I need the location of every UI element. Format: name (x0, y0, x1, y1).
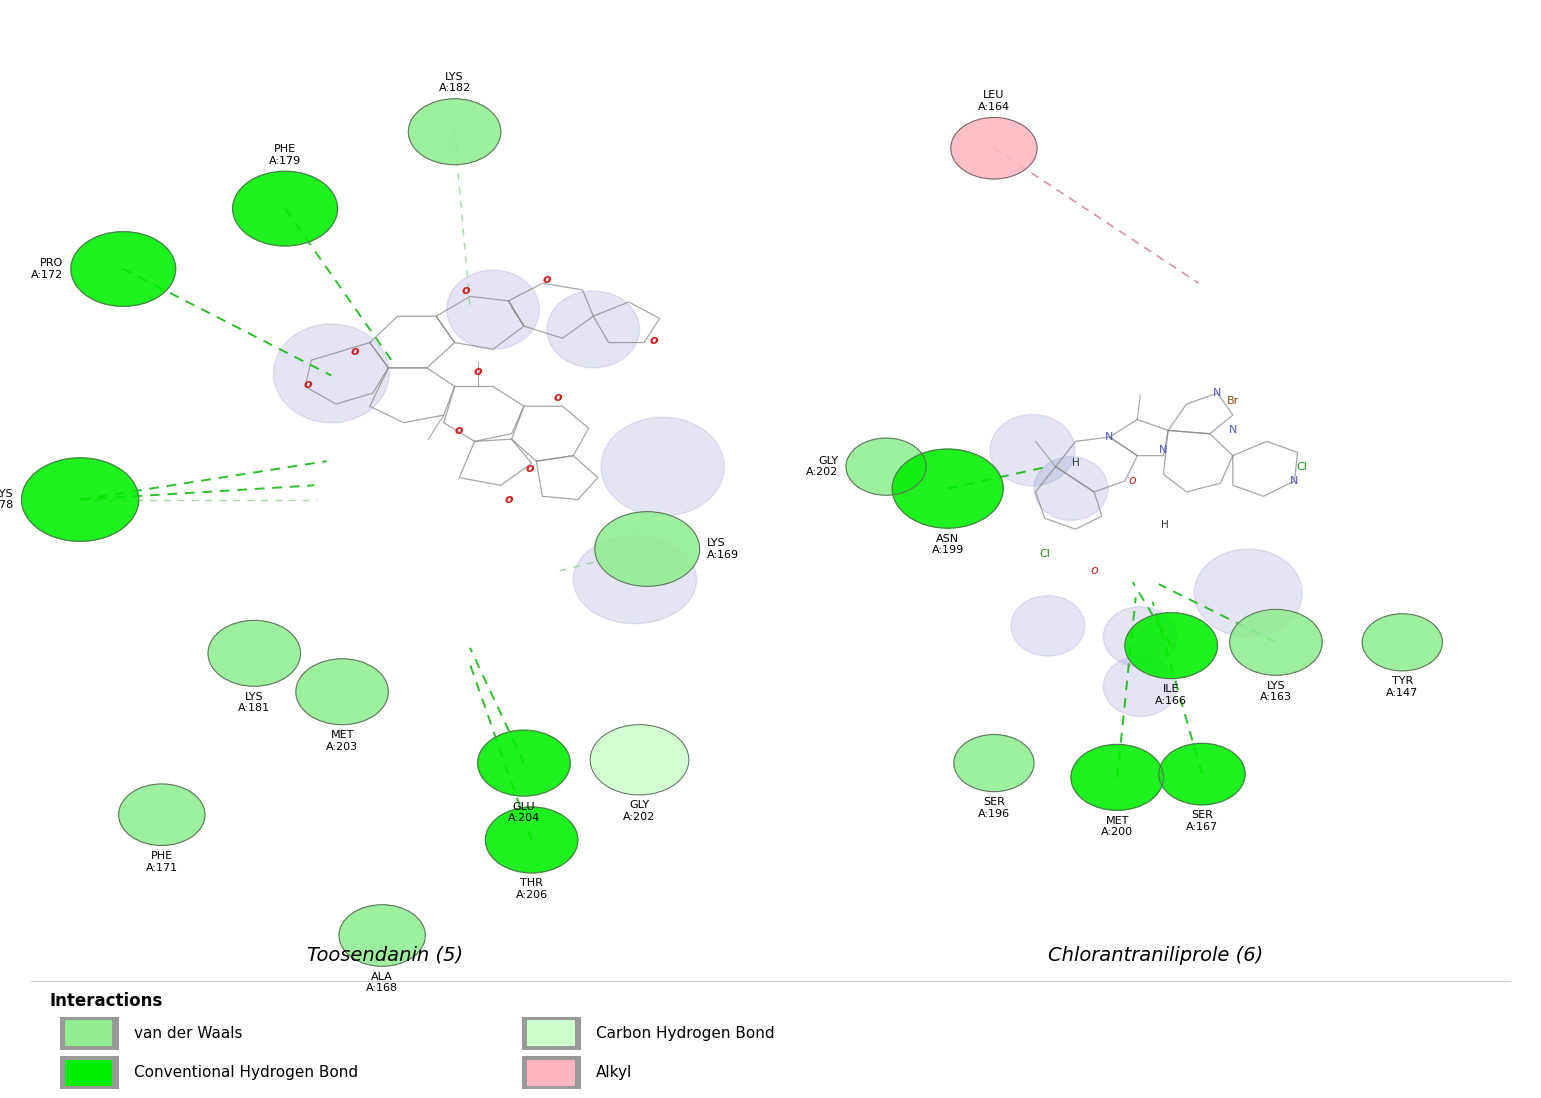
Text: N: N (1228, 425, 1237, 436)
Text: Conventional Hydrogen Bond: Conventional Hydrogen Bond (134, 1065, 358, 1080)
Circle shape (22, 458, 139, 541)
Circle shape (71, 232, 176, 306)
FancyBboxPatch shape (527, 1020, 575, 1046)
Text: o: o (461, 284, 470, 298)
FancyBboxPatch shape (65, 1060, 112, 1086)
Circle shape (233, 171, 337, 246)
Circle shape (892, 449, 1003, 528)
Text: Cl: Cl (1039, 549, 1051, 560)
Ellipse shape (447, 270, 539, 349)
Ellipse shape (1103, 657, 1177, 716)
Text: GLY
A:202: GLY A:202 (624, 800, 655, 822)
Ellipse shape (1034, 457, 1108, 520)
Text: LYS
A:181: LYS A:181 (239, 692, 270, 714)
Ellipse shape (601, 417, 724, 516)
Text: o: o (455, 424, 464, 437)
Text: PRO
A:172: PRO A:172 (31, 258, 63, 280)
Text: LYS
A:163: LYS A:163 (1261, 681, 1291, 703)
Text: N: N (1290, 475, 1299, 486)
Text: THR
A:206: THR A:206 (516, 878, 547, 900)
Circle shape (1071, 744, 1163, 810)
Ellipse shape (1011, 595, 1085, 657)
Text: o: o (1091, 564, 1097, 578)
Circle shape (1125, 613, 1217, 679)
Circle shape (408, 99, 501, 165)
FancyBboxPatch shape (60, 1056, 119, 1089)
Ellipse shape (1103, 606, 1177, 668)
Text: Interactions: Interactions (49, 993, 162, 1010)
Ellipse shape (274, 324, 388, 423)
Text: H: H (1071, 458, 1080, 469)
Text: van der Waals: van der Waals (134, 1026, 242, 1041)
Text: GLY
A:202: GLY A:202 (806, 456, 838, 478)
Circle shape (208, 620, 300, 686)
Text: Br: Br (1227, 395, 1239, 406)
Text: Toosendanin (5): Toosendanin (5) (307, 945, 464, 965)
Text: MET
A:203: MET A:203 (327, 730, 358, 752)
Text: MET
A:200: MET A:200 (1102, 816, 1133, 838)
Text: LYS
A:169: LYS A:169 (707, 538, 740, 560)
Text: o: o (553, 391, 562, 404)
Text: SER
A:196: SER A:196 (979, 797, 1009, 819)
Circle shape (119, 784, 205, 845)
Circle shape (339, 905, 425, 966)
Text: SER
A:167: SER A:167 (1187, 810, 1217, 832)
Text: N: N (1213, 388, 1222, 399)
Circle shape (846, 438, 926, 495)
Circle shape (485, 807, 578, 873)
Circle shape (1362, 614, 1442, 671)
FancyBboxPatch shape (60, 1017, 119, 1050)
Text: o: o (504, 493, 513, 506)
Text: LYS
A:178: LYS A:178 (0, 489, 14, 511)
Text: LYS
A:182: LYS A:182 (439, 71, 470, 93)
Text: GLU
A:204: GLU A:204 (509, 802, 539, 824)
Text: o: o (304, 378, 313, 391)
Circle shape (296, 659, 388, 725)
Text: ILE
A:166: ILE A:166 (1156, 684, 1187, 706)
Text: o: o (542, 273, 552, 287)
FancyBboxPatch shape (522, 1056, 581, 1089)
FancyBboxPatch shape (65, 1020, 112, 1046)
Text: N: N (1159, 445, 1168, 456)
Text: Cl: Cl (1296, 461, 1308, 472)
Circle shape (595, 512, 700, 586)
Text: TYR
A:147: TYR A:147 (1387, 676, 1418, 698)
Circle shape (1159, 743, 1245, 805)
Circle shape (951, 117, 1037, 179)
Text: o: o (525, 462, 535, 475)
Ellipse shape (1194, 549, 1302, 637)
Circle shape (478, 730, 570, 796)
Text: o: o (473, 365, 482, 378)
Text: PHE
A:171: PHE A:171 (146, 851, 177, 873)
Text: Chlorantraniliprole (6): Chlorantraniliprole (6) (1048, 945, 1264, 965)
FancyBboxPatch shape (522, 1017, 581, 1050)
Text: Alkyl: Alkyl (596, 1065, 633, 1080)
FancyBboxPatch shape (527, 1060, 575, 1086)
Text: PHE
A:179: PHE A:179 (270, 144, 300, 166)
Text: Carbon Hydrogen Bond: Carbon Hydrogen Bond (596, 1026, 775, 1041)
Ellipse shape (547, 291, 640, 368)
Text: ALA
A:168: ALA A:168 (367, 972, 398, 994)
Text: N: N (1105, 432, 1114, 442)
Text: LEU
A:164: LEU A:164 (979, 90, 1009, 112)
Ellipse shape (573, 536, 697, 624)
Circle shape (590, 725, 689, 795)
Text: H: H (1160, 519, 1170, 530)
Text: o: o (649, 334, 658, 347)
Text: o: o (1130, 474, 1136, 488)
Text: ASN
A:199: ASN A:199 (932, 534, 963, 556)
Ellipse shape (989, 415, 1076, 485)
Text: o: o (350, 345, 359, 358)
Circle shape (954, 735, 1034, 792)
Circle shape (1230, 609, 1322, 675)
